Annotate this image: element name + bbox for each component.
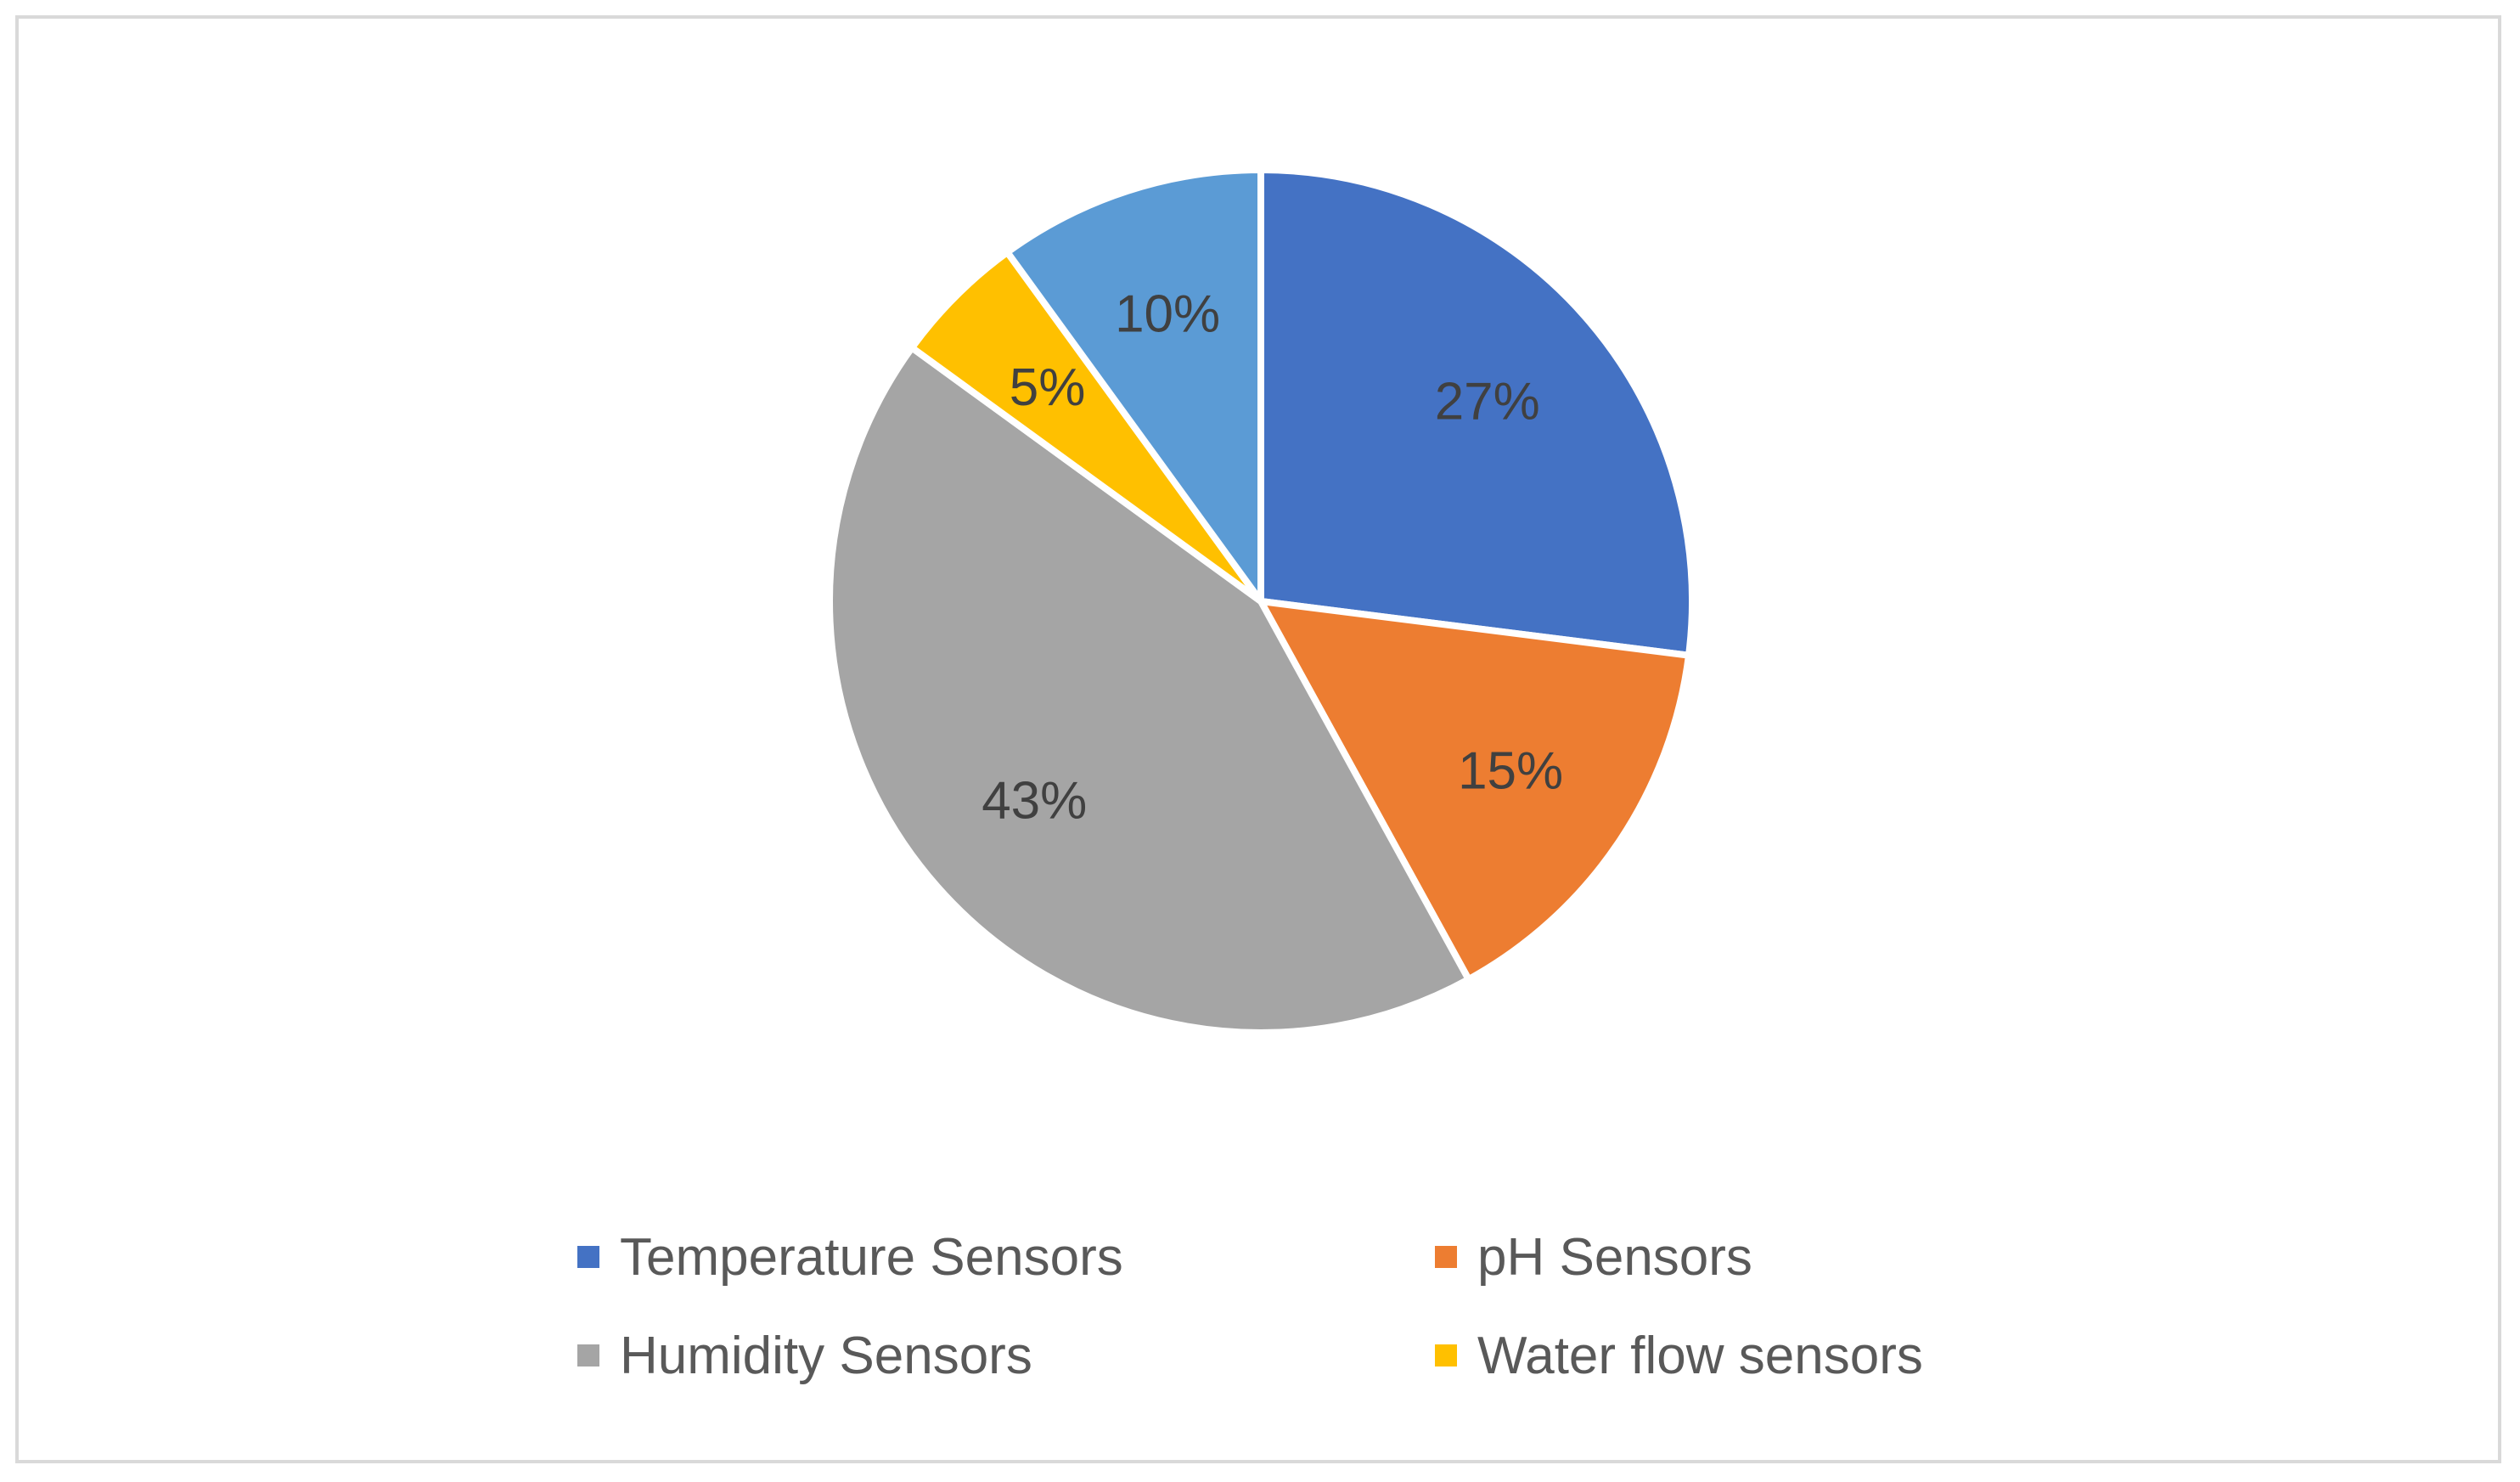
pie-slice-humidity-sensors[interactable] <box>826 344 1472 1036</box>
legend-item-ph-sensors[interactable]: pH Sensors <box>1435 1223 2106 1291</box>
data-label-unlabeled-4: 10% <box>1115 285 1220 343</box>
legend-item-humidity-sensors[interactable]: Humidity Sensors <box>577 1321 1435 1389</box>
legend-label-temperature-sensors: Temperature Sensors <box>620 1227 1123 1287</box>
pie-slices <box>826 166 1696 1036</box>
legend-item-water-flow-sensors[interactable]: Water flow sensors <box>1435 1321 2106 1389</box>
legend-swatch-water-flow-sensors <box>1435 1344 1457 1366</box>
data-label-ph-sensors: 15% <box>1458 741 1563 800</box>
legend-swatch-ph-sensors <box>1435 1246 1457 1268</box>
legend-label-ph-sensors: pH Sensors <box>1477 1227 1752 1287</box>
legend: Temperature Sensors pH Sensors Humidity … <box>577 1223 2106 1389</box>
data-label-water-flow-sensors: 5% <box>1010 358 1086 417</box>
pie-slice-temperature-sensors[interactable] <box>1257 166 1696 659</box>
legend-label-humidity-sensors: Humidity Sensors <box>620 1326 1032 1385</box>
legend-item-temperature-sensors[interactable]: Temperature Sensors <box>577 1223 1435 1291</box>
legend-swatch-temperature-sensors <box>577 1246 599 1268</box>
data-label-humidity-sensors: 43% <box>982 772 1087 831</box>
pie-slice-ph-sensors[interactable] <box>1257 598 1692 983</box>
legend-swatch-humidity-sensors <box>577 1344 599 1366</box>
pie-data-labels: 27% 15% 43% 5% 10% <box>982 285 1563 830</box>
data-label-temperature-sensors: 27% <box>1435 372 1540 431</box>
legend-label-water-flow-sensors: Water flow sensors <box>1477 1326 1923 1385</box>
pie-slice-unlabeled-4[interactable] <box>1004 166 1264 605</box>
